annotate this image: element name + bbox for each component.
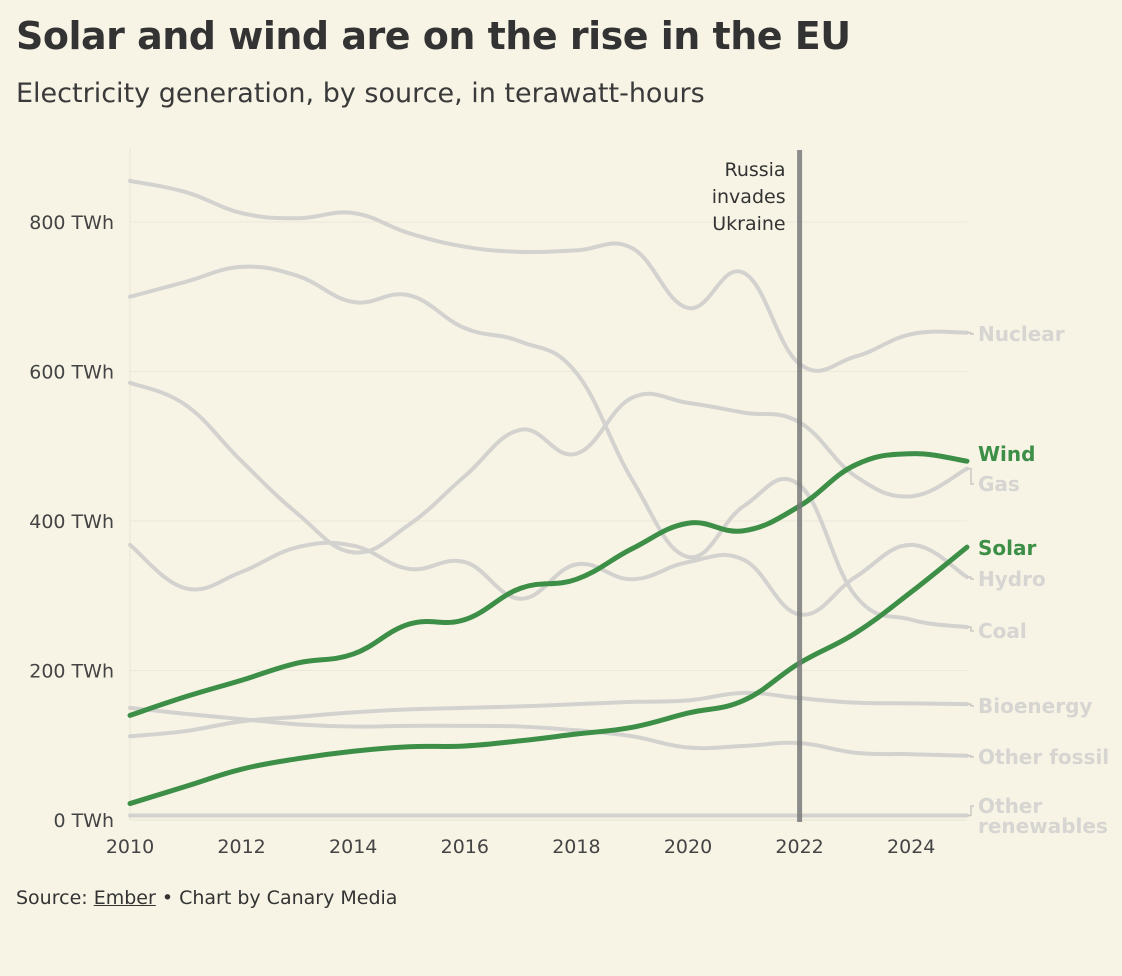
end-labels: Nuclear Wind Gas Solar Hydro Coal Bioenergy Oth… — [978, 322, 1109, 838]
end-label-other-renewables: Other renewables — [978, 794, 1108, 838]
x-tick-label: 2024 — [887, 836, 935, 858]
x-tick-label: 2020 — [664, 836, 712, 858]
label-connector — [967, 331, 974, 335]
series-line-solar — [127, 544, 970, 807]
series-lines — [127, 178, 970, 818]
x-tick-label: 2010 — [106, 836, 154, 858]
end-label-hydro: Hydro — [978, 567, 1046, 591]
y-tick-label: 400 TWh — [29, 511, 114, 533]
source-footer: Source: Ember • Chart by Canary Media — [16, 887, 397, 909]
source-prefix: Source: — [16, 887, 94, 909]
source-link-ember[interactable]: Ember — [93, 887, 156, 909]
chart-subtitle: Electricity generation, by source, in te… — [16, 78, 705, 109]
x-tick-label: 2016 — [441, 836, 489, 858]
series-line-wind — [127, 451, 970, 718]
label-connectors — [967, 331, 974, 817]
y-tick-label: 600 TWh — [29, 362, 114, 384]
y-tick-label: 200 TWh — [29, 661, 114, 683]
series-line-nuclear — [128, 178, 969, 373]
x-tick-label: 2018 — [552, 836, 600, 858]
y-tick-label: 800 TWh — [29, 212, 114, 234]
end-label-other-fossil: Other fossil — [978, 745, 1109, 769]
y-tick-label: 0 TWh — [53, 810, 114, 832]
label-connector — [967, 805, 974, 817]
annotation-label: Russia invades Ukraine — [712, 159, 786, 235]
series-line-hydro — [128, 540, 969, 617]
label-connector — [967, 576, 974, 580]
series-line-gas — [128, 380, 969, 555]
series-line-coal — [128, 264, 969, 630]
label-connector — [967, 626, 974, 632]
x-tick-label: 2014 — [329, 836, 377, 858]
x-axis: 2010 2012 2014 2016 2018 2020 2022 2024 — [106, 148, 935, 858]
series-line-bioenergy — [128, 690, 969, 739]
end-label-gas: Gas — [978, 472, 1020, 496]
label-connector — [967, 703, 974, 707]
series-line-other-fossil — [128, 705, 969, 758]
end-label-wind: Wind — [978, 442, 1035, 466]
label-connector — [967, 754, 974, 758]
end-label-solar: Solar — [978, 536, 1036, 560]
x-tick-label: 2022 — [775, 836, 823, 858]
end-label-bioenergy: Bioenergy — [978, 694, 1092, 718]
end-label-nuclear: Nuclear — [978, 322, 1065, 346]
chart-credit: Chart by Canary Media — [179, 887, 398, 909]
y-gridlines: 0 TWh 200 TWh 400 TWh 600 TWh 800 TWh — [29, 212, 967, 832]
chart-title: Solar and wind are on the rise in the EU — [16, 14, 851, 58]
label-connector — [967, 467, 974, 485]
end-label-coal: Coal — [978, 619, 1027, 643]
footer-separator: • — [155, 887, 180, 909]
x-tick-label: 2012 — [217, 836, 265, 858]
